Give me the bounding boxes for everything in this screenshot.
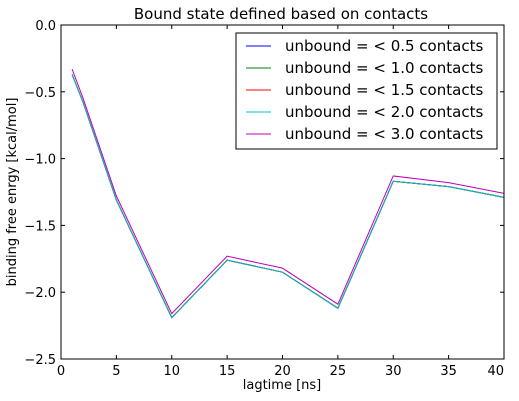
legend: unbound = < 0.5 contacts unbound = < 1.0 … <box>235 32 498 150</box>
chart-title: Bound state defined based on contacts <box>134 5 428 23</box>
legend-label-5: unbound = < 3.0 contacts <box>285 125 483 143</box>
y-tick-label: 0.0 <box>35 19 56 34</box>
legend-label-2: unbound = < 1.0 contacts <box>285 59 483 77</box>
x-tick-label: 20 <box>274 364 291 379</box>
x-tick-label: 15 <box>219 364 236 379</box>
y-tick-label: −2.5 <box>24 353 56 368</box>
series-line-4 <box>71 74 505 319</box>
x-tick-label: 5 <box>112 364 120 379</box>
legend-label-4: unbound = < 2.0 contacts <box>285 103 483 121</box>
series-line-5 <box>71 68 505 315</box>
x-tick-label: 30 <box>385 364 402 379</box>
y-tick-label: −2.0 <box>24 286 56 301</box>
y-tick-label: −1.0 <box>24 153 56 168</box>
axis-ticks <box>60 24 505 360</box>
y-tick-label: −0.5 <box>24 86 56 101</box>
x-tick-label: 0 <box>57 364 65 379</box>
x-tick-label: 25 <box>330 364 347 379</box>
legend-box <box>235 32 498 150</box>
legend-label-1: unbound = < 0.5 contacts <box>285 37 483 55</box>
x-tick-label: 10 <box>163 364 180 379</box>
x-tick-label: 35 <box>440 364 457 379</box>
x-tick-label: 40 <box>487 364 504 379</box>
y-axis-label: binding free enrgy [kcal/mol] <box>5 98 20 287</box>
plot-lines <box>71 68 505 319</box>
x-axis-label: lagtime [ns] <box>243 378 322 393</box>
legend-label-3: unbound = < 1.5 contacts <box>285 81 483 99</box>
tick-labels: 0 5 10 15 20 25 30 35 40 0.0 −0.5 −1.0 −1.5 −2.0 −2.5 <box>24 19 504 379</box>
y-tick-label: −1.5 <box>24 219 56 234</box>
